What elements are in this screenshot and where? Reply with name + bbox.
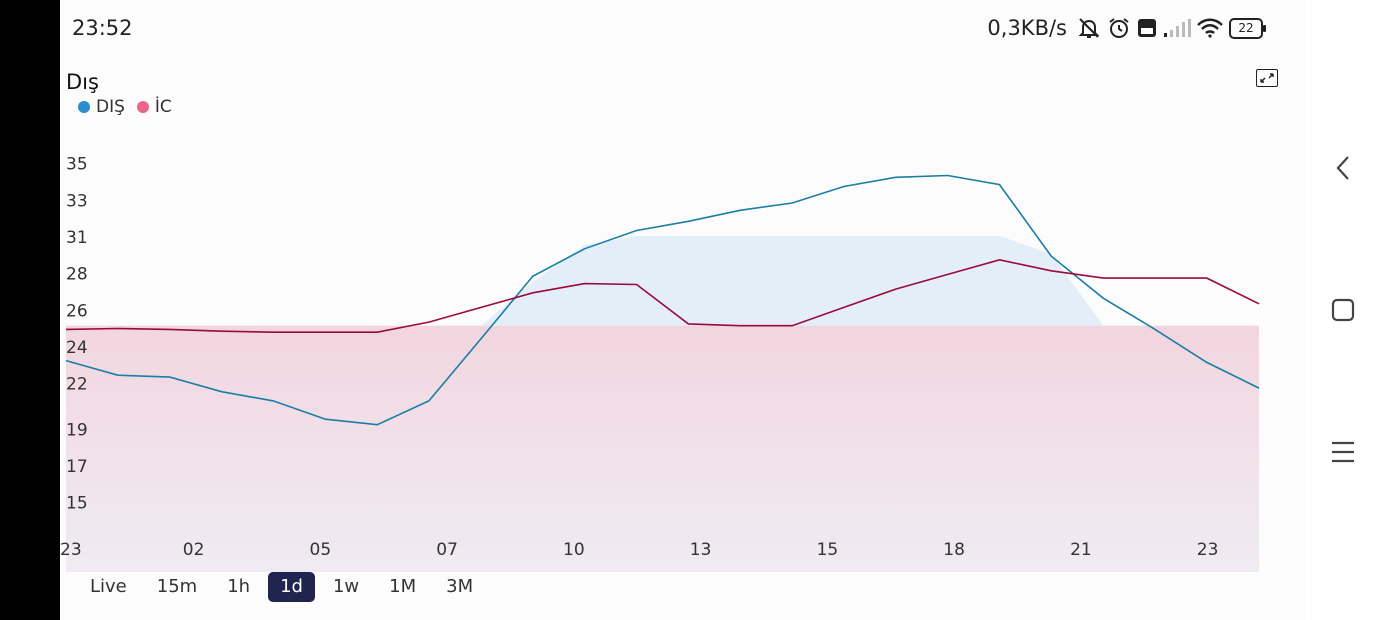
y-tick-label: 28 [66, 265, 88, 285]
x-tick-label: 05 [310, 540, 332, 560]
system-nav-bar [1305, 0, 1380, 620]
signal-icon [1164, 19, 1191, 37]
status-time: 23:52 [72, 16, 133, 40]
x-tick-label: 13 [690, 540, 712, 560]
y-tick-label: 33 [66, 191, 88, 211]
legend-label-dis: DIŞ [96, 97, 125, 117]
legend-dot-ic [136, 101, 149, 113]
range-button-3m[interactable]: 3M [446, 576, 474, 597]
x-tick-label: 15 [817, 540, 839, 560]
legend-item-dis[interactable]: DIŞ [78, 97, 125, 117]
range-button-1h[interactable]: 1h [227, 576, 251, 597]
series-line-ic [65, 258, 1260, 333]
y-tick-label: 24 [66, 338, 88, 358]
volte-icon [1138, 19, 1156, 37]
range-button-15m[interactable]: 15m [156, 576, 198, 597]
back-chevron-icon[interactable] [1333, 155, 1353, 181]
series-line-dis [65, 174, 1260, 426]
battery-icon: 22 [1229, 17, 1266, 39]
net-speed: 0,3KB/s [987, 16, 1067, 40]
legend-dot-dis [78, 101, 90, 113]
range-button-live[interactable]: Live [90, 576, 127, 597]
x-tick-label: 18 [943, 540, 965, 560]
range-button-1m[interactable]: 1M [389, 576, 417, 597]
x-tick-label: 02 [183, 540, 205, 560]
x-tick-label: 10 [563, 540, 585, 560]
ic-area [66, 325, 1259, 572]
y-tick-label: 22 [66, 375, 88, 395]
wifi-icon [1197, 18, 1223, 38]
x-tick-label: 07 [436, 540, 458, 560]
y-tick-label: 35 [66, 155, 88, 175]
range-button-1w[interactable]: 1w [332, 576, 360, 597]
legend-label-ic: İC [154, 97, 172, 117]
chart-title: Dış [66, 70, 99, 94]
y-tick-label: 31 [66, 228, 88, 248]
alarm-icon [1109, 18, 1129, 38]
expand-icon [1260, 73, 1274, 83]
y-tick-label: 19 [66, 420, 88, 440]
y-tick-label: 15 [66, 494, 88, 514]
legend-item-ic[interactable]: İC [136, 97, 172, 117]
status-icons: 0,3KB/s 22 [987, 16, 1266, 40]
x-tick-label: 23 [1197, 540, 1219, 560]
y-tick-label: 17 [66, 457, 88, 477]
home-square-icon[interactable] [1331, 298, 1355, 322]
x-tick-label: 21 [1070, 540, 1092, 560]
menu-lines-icon[interactable] [1331, 440, 1355, 464]
time-range-selector: Live 15m 1h 1d 1w 1M 3M [78, 572, 485, 602]
x-tick-label: 23 [60, 540, 82, 560]
fullscreen-toggle-button[interactable] [1256, 69, 1278, 87]
bell-off-icon [1078, 18, 1100, 38]
chart-legend: DIŞ İC [78, 97, 172, 117]
range-button-1d[interactable]: 1d [268, 572, 315, 602]
app-screen: 23:52 0,3KB/s 22 [60, 0, 1305, 620]
line-chart: 15 17 19 22 24 26 28 31 33 35 23 02 05 07 10 13 15 18 21 23 [60, 155, 1260, 572]
y-tick-label: 26 [66, 301, 88, 321]
